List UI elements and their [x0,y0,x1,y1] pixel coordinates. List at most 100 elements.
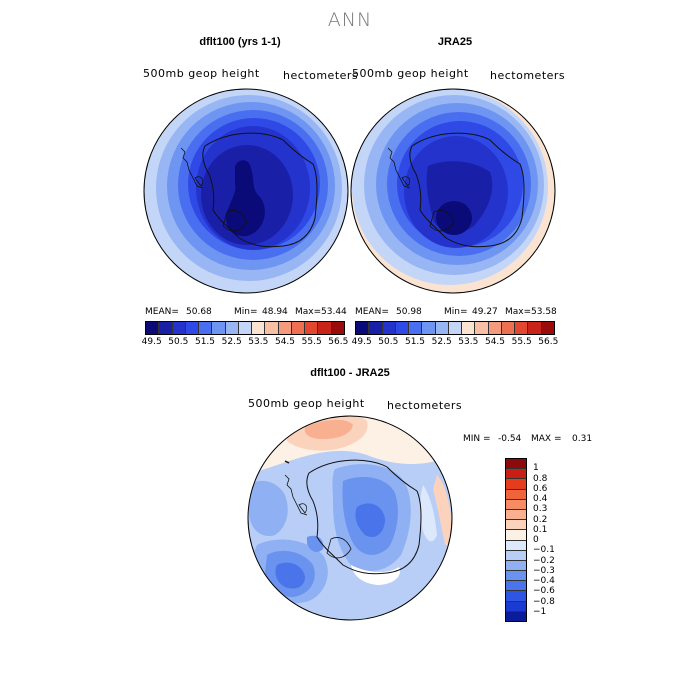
colorbar-swatch [506,540,526,551]
colorbar-swatch [331,322,344,334]
colorbar-swatch [488,322,502,334]
colorbar-tick-label: 52.5 [221,337,242,347]
colorbar-swatch [515,322,529,334]
colorbar-swatch [506,469,526,480]
colorbar-tick-label: 1 [533,463,539,474]
colorbar-tick-label: 50.5 [378,337,399,347]
colorbar-swatch [422,322,436,334]
colorbar-tick-label: 0.1 [533,524,548,535]
diff-max-label: MAX = [531,434,562,444]
colorbar-swatch [541,322,554,334]
panel-title-obs: JRA25 [437,36,473,48]
colorbar-swatch [382,322,396,334]
colorbar-swatch [146,322,160,334]
max-value-model: 53.44 [321,307,347,317]
colorbar-swatch [172,322,186,334]
colorbar-swatch [435,322,449,334]
colorbar-swatch [528,322,542,334]
colorbar-swatch [278,322,292,334]
colorbar-swatch [506,591,526,602]
colorbar-swatch [448,322,463,334]
colorbar-swatch [506,489,526,500]
map-model [143,88,349,294]
colorbar-tick-label: 51.5 [404,337,426,347]
colorbar-tick-label: 50.5 [168,337,189,347]
colorbar-swatch [409,322,423,334]
colorbar-tick-label: −0.1 [533,545,555,556]
colorbar-swatch [506,550,526,561]
colorbar-ticks-diff: 1 0.8 0.6 0.4 0.3 0.2 0.1 0 −0.1 −0.2 −0.3 −0.4 −0.6… [533,458,573,622]
colorbar-swatch [506,601,526,612]
min-label-model: Min= [234,307,258,317]
colorbar-swatch [506,459,526,470]
colorbar-tick-label: 54.5 [274,337,296,347]
main-title: ANN [327,9,373,31]
colorbar-swatch [225,322,239,334]
colorbar-swatch [356,322,370,334]
max-value-obs: 53.58 [531,307,557,317]
colorbar-tick-label: 52.5 [431,337,452,347]
colorbar-tick-label: 53.5 [458,337,479,347]
colorbar-swatch [506,520,526,531]
colorbar-tick-label: 54.5 [484,337,506,347]
mean-value-obs: 50.98 [396,307,422,317]
colorbar-tick-label: −0.4 [533,576,555,586]
colorbar-swatch [506,611,526,621]
colorbar-tick-label: −0.3 [533,565,555,576]
colorbar-tick-label: 49.5 [141,337,162,347]
colorbar-swatch [506,530,526,541]
units-label-model: hectometers [283,69,359,82]
colorbar-tick-label: −0.2 [533,555,555,566]
panel-title-model: dflt100 (yrs 1-1) [199,36,281,48]
colorbar-swatch [506,571,526,582]
diff-min-label: MIN = [463,434,491,444]
colorbar-tick-label: 0.3 [533,504,548,515]
colorbar-swatch [238,322,253,334]
colorbar-tick-label: 49.5 [351,337,372,347]
colorbar-tick-label: −0.6 [533,586,555,597]
colorbar-ticks-model: 49.5 50.5 51.5 52.5 53.5 54.5 55.5 56.5 [141,337,349,349]
colorbar-ticks-obs: 49.5 50.5 51.5 52.5 53.5 54.5 55.5 56.5 [351,337,559,349]
colorbar-tick-label: 0.4 [533,494,548,504]
colorbar-model [145,321,345,335]
colorbar-swatch [305,322,319,334]
colorbar-swatch [252,322,266,334]
field-label-obs: 500mb geop height [352,67,469,80]
map-obs [350,88,556,294]
colorbar-swatch [185,322,200,334]
colorbar-tick-label: 0.6 [533,483,548,494]
colorbar-swatch [506,479,526,490]
mean-value-model: 50.68 [186,307,212,317]
max-label-obs: Max= [505,307,532,317]
diff-min-value: -0.54 [498,434,522,444]
mean-label-obs: MEAN= [355,307,389,317]
colorbar-swatch [369,322,383,334]
colorbar-tick-label: 51.5 [194,337,216,347]
colorbar-swatch [265,322,279,334]
colorbar-tick-label: −1 [533,606,547,617]
min-label-obs: Min= [444,307,468,317]
colorbar-swatch [159,322,173,334]
mean-label-model: MEAN= [145,307,179,317]
units-label-obs: hectometers [490,69,566,82]
colorbar-tick-label: 53.5 [248,337,269,347]
colorbar-tick-label: −0.8 [533,596,555,607]
colorbar-swatch [506,560,526,572]
diff-field-label: 500mb geop height [248,397,365,410]
field-label-model: 500mb geop height [143,67,260,80]
diff-title: dflt100 - JRA25 [310,367,390,379]
colorbar-swatch [395,322,410,334]
min-value-obs: 49.27 [472,307,498,317]
max-label-model: Max= [295,307,322,317]
colorbar-swatch [199,322,213,334]
colorbar-swatch [501,322,516,334]
colorbar-tick-label: 56.5 [538,337,559,347]
colorbar-swatch [318,322,332,334]
diff-max-value: 0.31 [572,434,593,444]
colorbar-tick-label: 0.2 [533,514,548,525]
colorbar-obs [355,321,555,335]
colorbar-swatch [212,322,226,334]
colorbar-swatch [506,581,526,592]
colorbar-swatch [475,322,489,334]
colorbar-swatch [506,509,526,521]
